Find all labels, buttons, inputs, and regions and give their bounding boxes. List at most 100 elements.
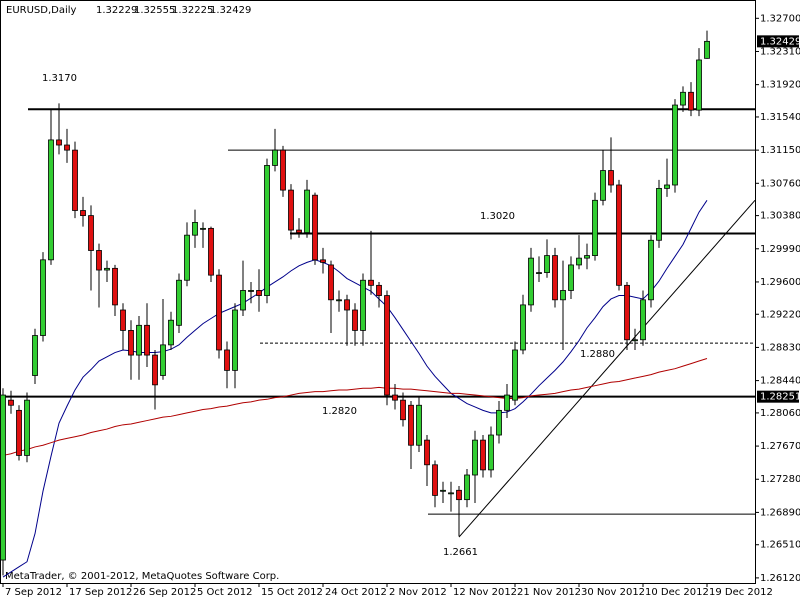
candle-body: [168, 319, 174, 346]
candle-body: [480, 439, 486, 471]
y-tick-label: 1.31540: [760, 112, 800, 123]
candle-body: [400, 399, 406, 421]
annotation: 1.2880: [580, 349, 615, 360]
y-tick-label: 1.31920: [760, 80, 800, 91]
candle-body: [696, 59, 702, 111]
x-tick-label: 21 Nov 2012: [517, 587, 581, 598]
candle-body: [48, 139, 54, 261]
candle-body: [32, 335, 38, 376]
candle-body: [424, 439, 430, 466]
y-tick-label: 1.28830: [760, 342, 800, 353]
candle-body: [152, 354, 158, 386]
x-tick-label: 26 Sep 2012: [133, 587, 196, 598]
x-tick-label: 12 Nov 2012: [453, 587, 517, 598]
candle-body: [144, 324, 150, 356]
header-low: 1.32225: [172, 5, 213, 16]
y-tick-label: 1.32310: [760, 46, 800, 57]
candle-body: [392, 394, 398, 401]
candle-body: [624, 284, 630, 341]
candle-body: [456, 489, 462, 501]
candle-body: [584, 255, 590, 259]
candle-body: [600, 170, 606, 201]
candle-body: [352, 309, 358, 331]
candle-body: [576, 257, 582, 266]
y-tick-label: 1.29600: [760, 277, 800, 288]
candle-body: [552, 255, 558, 301]
candle-body: [544, 255, 550, 273]
y-tick-label: 1.27670: [760, 441, 800, 452]
candle-body: [128, 330, 134, 356]
candle-body: [296, 229, 302, 234]
candle-body: [416, 404, 422, 446]
candle-body: [200, 227, 206, 230]
candle-body: [408, 404, 414, 446]
x-tick-label: 30 Nov 2012: [581, 587, 645, 598]
moving-average: [2, 200, 708, 578]
header-open: 1.32229: [96, 5, 137, 16]
candle-body: [256, 290, 262, 296]
candle-body: [312, 194, 318, 261]
candle-body: [184, 234, 190, 281]
candle-body: [360, 279, 366, 331]
candle-body: [376, 284, 382, 296]
x-tick-label: 7 Sep 2012: [5, 587, 62, 598]
candle-body: [368, 279, 374, 286]
candle-body: [432, 464, 438, 496]
candle-body: [688, 91, 694, 111]
candle-body: [384, 295, 390, 396]
candle-body: [568, 264, 574, 291]
candle-body: [80, 210, 86, 217]
y-tick-label: 1.32700: [760, 13, 800, 24]
candle-body: [608, 170, 614, 186]
candle-body: [72, 149, 78, 211]
x-tick-label: 15 Oct 2012: [261, 587, 323, 598]
candle-body: [272, 149, 278, 166]
candle-body: [0, 394, 6, 561]
candle-body: [592, 199, 598, 256]
candle-body: [224, 349, 230, 371]
candle-body: [112, 267, 118, 306]
candle-body: [616, 184, 622, 286]
annotation: 1.3170: [42, 73, 77, 84]
candle-body: [136, 324, 142, 356]
y-tick-label: 1.28440: [760, 376, 800, 387]
candle-body: [64, 144, 70, 151]
trendline: [458, 199, 756, 538]
candle-body: [512, 349, 518, 401]
candle-body: [672, 104, 678, 186]
annotation: 1.3020: [480, 211, 515, 222]
moving-average: [2, 358, 708, 456]
x-tick-label: 24 Oct 2012: [325, 587, 387, 598]
candle-body: [160, 344, 166, 376]
candle-body: [264, 165, 270, 296]
candle-body: [504, 394, 510, 411]
candle-body: [24, 399, 30, 456]
candle-body: [304, 189, 310, 234]
candle-body: [464, 474, 470, 501]
candle-body: [192, 222, 198, 236]
symbol: EURUSD,Daily: [6, 5, 77, 16]
candle-body: [664, 184, 670, 189]
candle-body: [656, 187, 662, 241]
x-tick-label: 2 Nov 2012: [389, 587, 447, 598]
candle-body: [240, 290, 246, 311]
candle-body: [232, 309, 238, 371]
candle-body: [336, 299, 342, 302]
y-tick-label: 1.29990: [760, 244, 800, 255]
candle-body: [16, 409, 22, 456]
candle-body: [560, 290, 566, 301]
candle-body: [96, 250, 102, 271]
candle-body: [704, 40, 710, 59]
candle-body: [40, 259, 46, 336]
candle-body: [496, 409, 502, 436]
y-tick-label: 1.30380: [760, 211, 800, 222]
candle-body: [488, 434, 494, 471]
candle-body: [176, 279, 182, 326]
candle-body: [536, 272, 542, 274]
candle-body: [528, 257, 534, 306]
footer: MetaTrader, © 2001-2012, MetaQuotes Soft…: [5, 571, 279, 582]
candle-body: [520, 304, 526, 351]
candle-body: [120, 309, 126, 331]
annotation: 1.2820: [322, 406, 357, 417]
